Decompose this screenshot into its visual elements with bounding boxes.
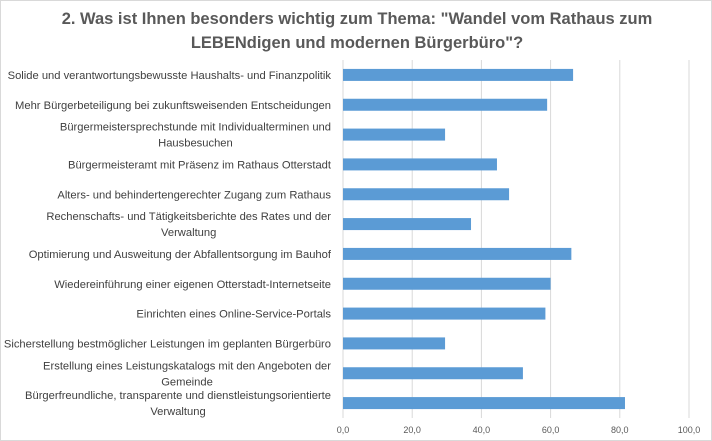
category-label-line: Verwaltung: [161, 227, 216, 239]
bar: [343, 367, 523, 380]
x-tick-label: 20,0: [403, 425, 421, 435]
x-tick-label: 80,0: [611, 425, 629, 435]
x-tick-label: 40,0: [473, 425, 491, 435]
bar: [343, 397, 625, 410]
category-label: Sicherstellung bestmöglicher Leistungen …: [4, 338, 331, 350]
category-label-line: Gemeinde: [161, 376, 213, 388]
bar: [343, 307, 546, 320]
x-tick-label: 60,0: [542, 425, 560, 435]
category-label: Einrichten eines Online-Service-Portals: [136, 309, 331, 321]
bar: [343, 218, 472, 231]
chart-title-line-2: LEBENdigen und modernen Bürgerbüro"?: [190, 34, 524, 52]
category-label: Optimierung und Ausweitung der Abfallent…: [29, 249, 332, 261]
chart-title: 2. Was ist Ihnen besonders wichtig zum T…: [1, 7, 712, 55]
category-label-line: Mehr Bürgerbeteiligung bei zukunftsweise…: [15, 100, 331, 112]
category-label-line: Bürgermeistersprechstunde mit Individual…: [60, 122, 331, 134]
category-label-line: Einrichten eines Online-Service-Portals: [136, 309, 331, 321]
bar: [343, 277, 551, 290]
category-label-line: Bürgermeisteramt mit Präsenz im Rathaus …: [68, 159, 332, 171]
category-label-line: Sicherstellung bestmöglicher Leistungen …: [4, 338, 331, 350]
category-label-line: Rechenschafts- und Tätigkeitsberichte de…: [46, 211, 331, 223]
category-label: Wiedereinführung einer eigenen Otterstad…: [54, 279, 331, 291]
x-tick-label: 0,0: [337, 425, 350, 435]
category-label: Rechenschafts- und Tätigkeitsberichte de…: [46, 211, 331, 239]
category-label-line: Wiedereinführung einer eigenen Otterstad…: [54, 279, 331, 291]
chart-title-line-1: 2. Was ist Ihnen besonders wichtig zum T…: [61, 10, 653, 28]
category-label-line: Erstellung eines Leistungskatalogs mit d…: [43, 360, 331, 372]
category-label: Mehr Bürgerbeteiligung bei zukunftsweise…: [15, 100, 331, 112]
category-label: Bürgermeisteramt mit Präsenz im Rathaus …: [68, 159, 332, 171]
bar: [343, 128, 446, 141]
category-label: Bürgerfreundliche, transparente und dien…: [25, 390, 331, 418]
bar: [343, 158, 497, 171]
category-label-line: Bürgerfreundliche, transparente und dien…: [25, 390, 331, 402]
category-label-line: Alters- und behindertengerechter Zugang …: [57, 189, 331, 201]
category-label-line: Verwaltung: [150, 406, 205, 418]
category-label: Bürgermeistersprechstunde mit Individual…: [60, 122, 331, 150]
bar: [343, 188, 510, 201]
x-tick-label: 100,0: [678, 425, 701, 435]
category-label-line: Hausbesuchen: [158, 138, 233, 150]
bar: [343, 98, 548, 111]
category-label: Solide und verantwortungsbewusste Hausha…: [8, 70, 332, 82]
bar: [343, 337, 446, 350]
category-label-line: Optimierung und Ausweitung der Abfallent…: [29, 249, 332, 261]
bar: [343, 247, 572, 260]
category-label: Alters- und behindertengerechter Zugang …: [57, 189, 331, 201]
bar: [343, 68, 574, 81]
category-label-line: Solide und verantwortungsbewusste Hausha…: [8, 70, 332, 82]
category-label: Erstellung eines Leistungskatalogs mit d…: [43, 360, 331, 388]
